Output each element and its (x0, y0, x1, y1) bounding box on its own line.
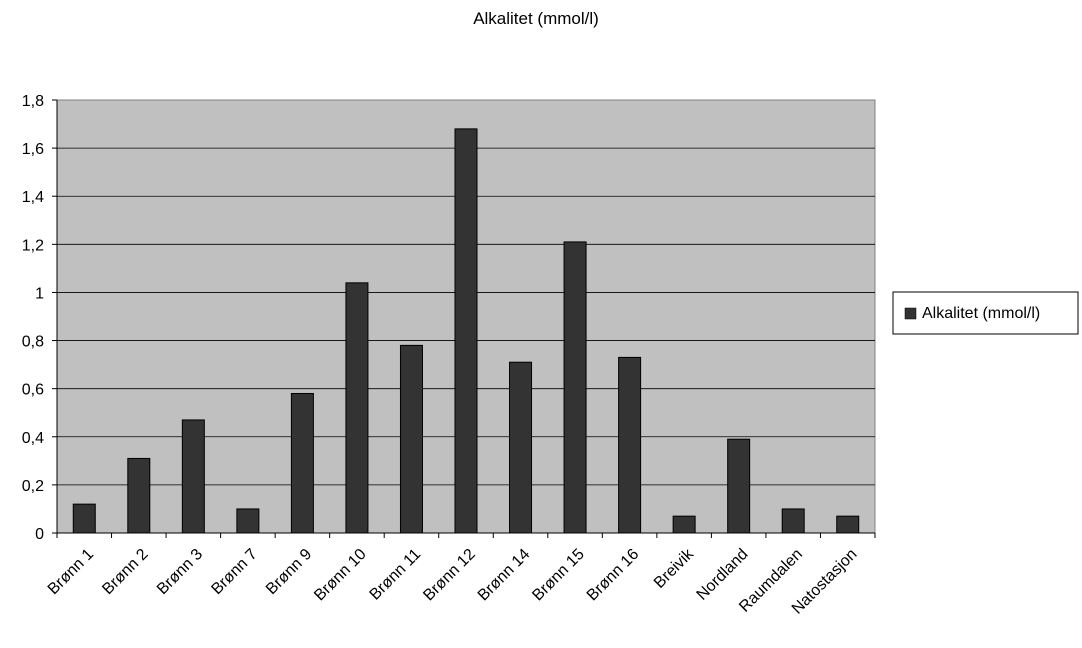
x-axis: Brønn 1 Brønn 2 Brønn 3 Brønn 7 Brønn 9Brønn… (45, 533, 876, 618)
y-tick-label: 1,4 (22, 189, 44, 206)
bar-brønn-12 (454, 128, 478, 534)
bar-brønn-14 (509, 361, 533, 534)
bar-natostasjon (836, 515, 860, 534)
y-tick-label: 1,2 (22, 237, 44, 254)
y-tick-label: 0,8 (22, 334, 44, 351)
bar-brønn-11 (399, 344, 423, 534)
y-axis: 0 0,2 0,4 0,6 0,8 1 1,2 1,4 1,6 1,8 (22, 93, 57, 543)
x-tick-label: Brønn 16 (584, 546, 643, 605)
legend: Alkalitet (mmol/l) (892, 291, 1079, 335)
bar-brønn-15 (563, 241, 587, 534)
bar-breivik (672, 515, 696, 534)
y-tick-label: 1,6 (22, 141, 44, 158)
legend-label: Alkalitet (mmol/l) (922, 305, 1040, 322)
legend-swatch (904, 307, 917, 320)
bar-nordland (727, 438, 751, 534)
x-tick-label: Brønn 1 (45, 546, 97, 598)
bar-brønn-16 (618, 356, 642, 534)
x-tick-label: Brønn 12 (420, 546, 479, 605)
bar-brønn-9 (290, 392, 314, 534)
y-tick-label: 1 (35, 285, 44, 302)
x-tick-label: Brønn 3 (154, 546, 206, 598)
chart-title: Alkalitet (mmol/l) (473, 9, 599, 28)
x-tick-label: Brønn 9 (263, 546, 315, 598)
x-tick-label: Brønn 10 (311, 546, 370, 605)
x-tick-label: Brønn 14 (475, 546, 534, 605)
x-tick-label: Nordland (694, 546, 752, 604)
x-tick-label: Brønn 15 (529, 546, 588, 605)
legend-box (892, 291, 1079, 335)
bar-brønn-10 (345, 282, 369, 534)
y-tick-label: 1,8 (22, 93, 44, 110)
x-tick-label: Brønn 11 (367, 546, 425, 604)
x-tick-label: Brønn 7 (208, 546, 260, 598)
y-tick-label: 0,4 (22, 430, 44, 447)
bar-brønn-1 (72, 503, 96, 534)
y-tick-label: 0 (35, 526, 44, 543)
bar-brønn-3 (181, 419, 205, 534)
x-tick-label: Breivik (651, 545, 698, 592)
y-tick-label: 0,6 (22, 382, 44, 399)
bar-brønn-2 (127, 457, 151, 534)
bars (72, 128, 860, 534)
y-tick-label: 0,2 (22, 478, 44, 495)
bar-raumdalen (781, 508, 805, 534)
x-tick-label: Brønn 2 (99, 546, 151, 598)
bar-brønn-7 (236, 508, 260, 534)
